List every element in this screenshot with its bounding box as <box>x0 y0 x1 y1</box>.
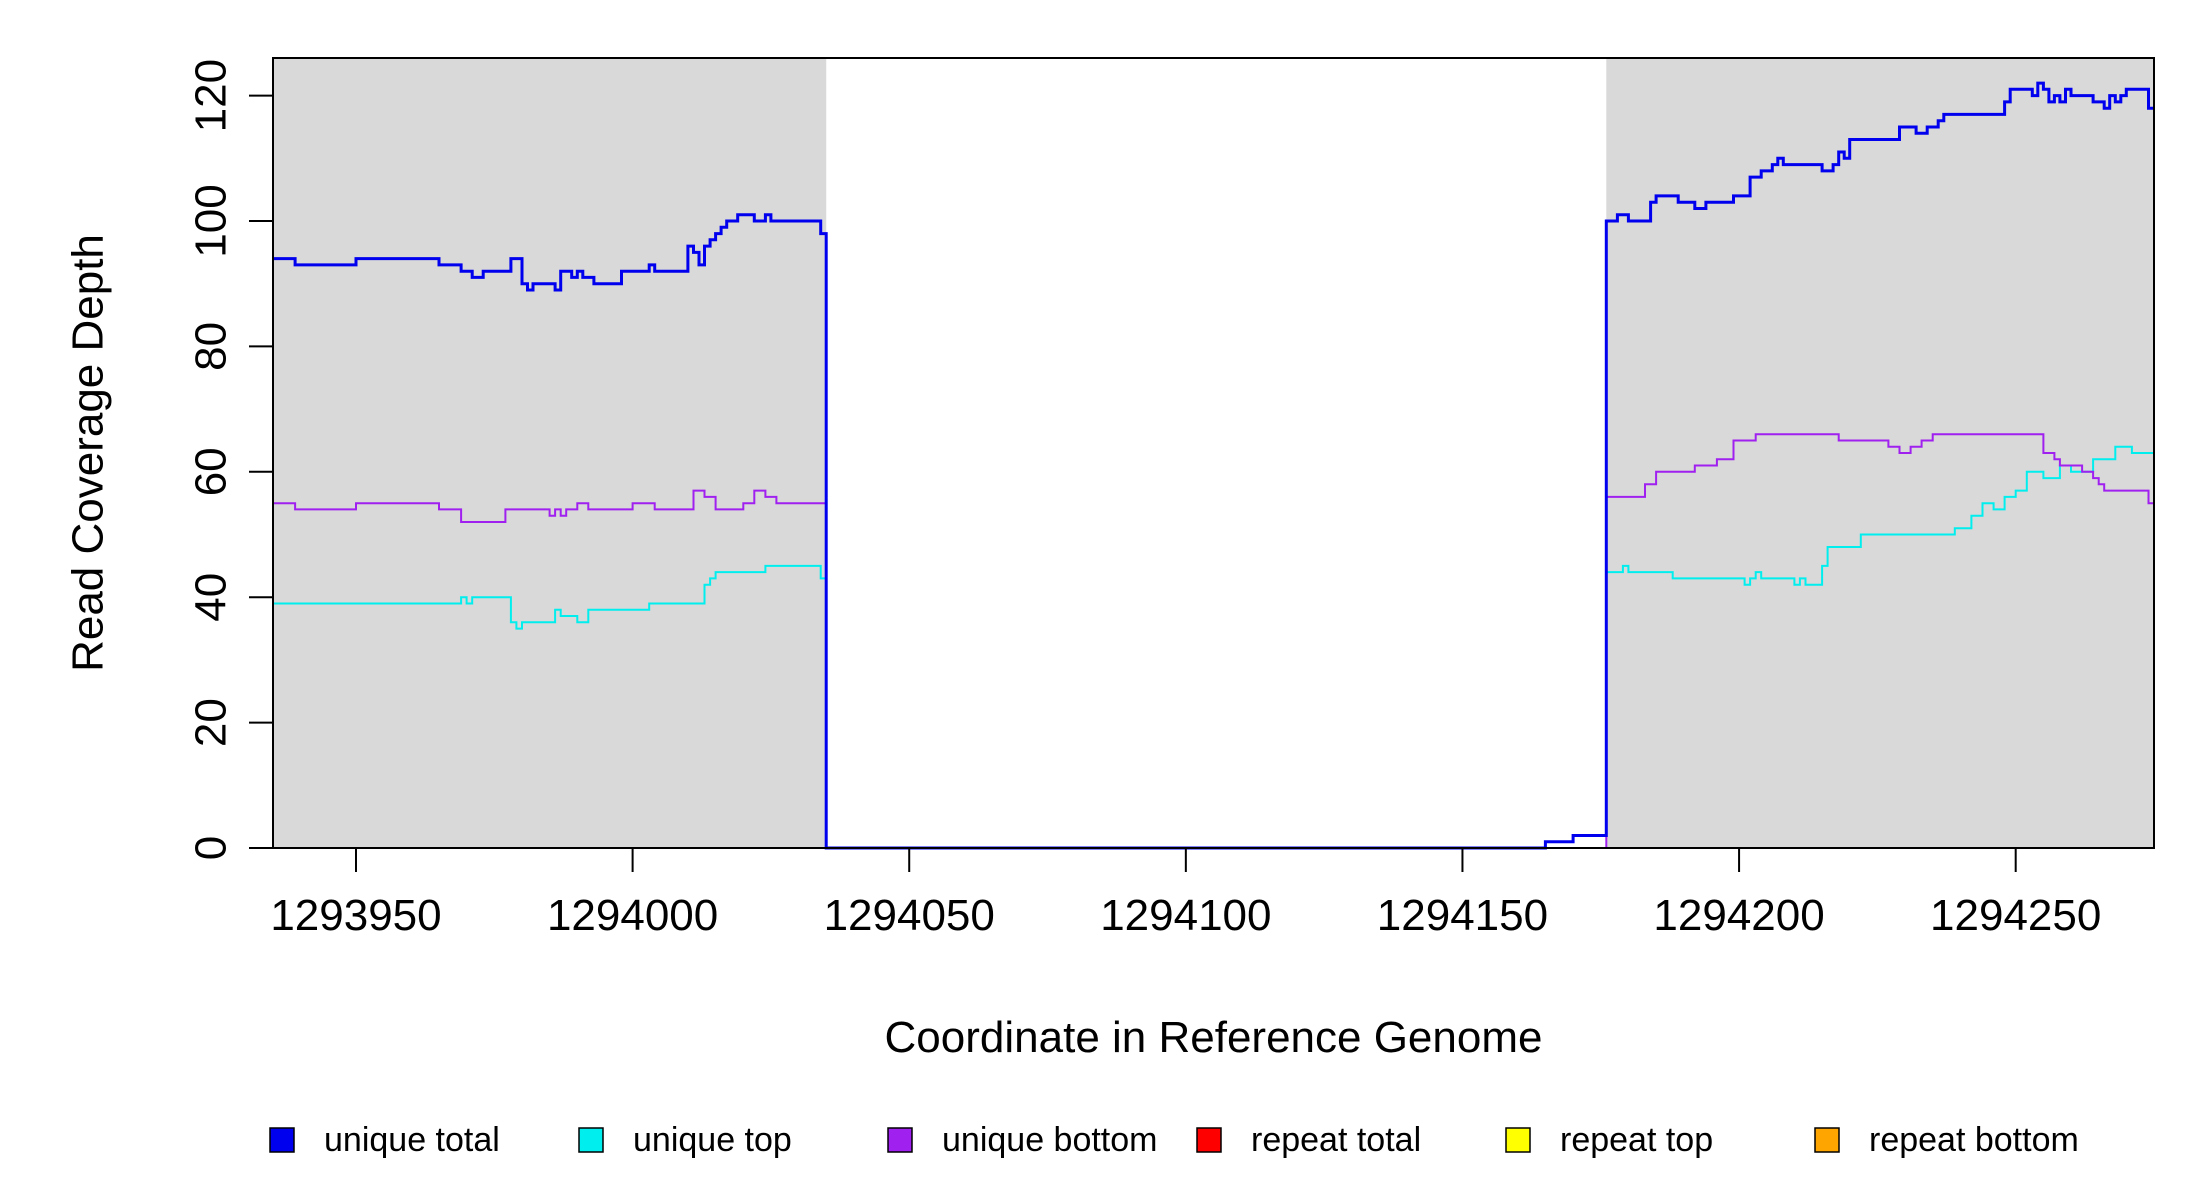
x-tick-label: 1294100 <box>1100 891 1271 940</box>
legend-item-repeat-total: repeat total <box>1196 1121 1421 1159</box>
legend-swatch <box>578 1127 604 1153</box>
y-axis-title: Read Coverage Depth <box>64 234 113 672</box>
shaded-region-2 <box>1606 58 2154 848</box>
y-tick-label: 60 <box>187 447 236 496</box>
series-unique-top <box>273 445 2154 849</box>
shaded-regions <box>273 58 2154 848</box>
y-tick-label: 0 <box>187 836 236 860</box>
legend-item-unique-top: unique top <box>578 1121 792 1159</box>
x-tick-label: 1294200 <box>1653 891 1824 940</box>
legend-item-unique-total: unique total <box>269 1121 500 1159</box>
y-tick-label: 20 <box>187 698 236 747</box>
x-axis: 1293950 1294000 1294050 1294100 1294150 12942… <box>270 847 2101 940</box>
x-tick-label: 1294050 <box>824 891 995 940</box>
legend-label: unique top <box>633 1121 792 1159</box>
legend-swatch <box>887 1127 913 1153</box>
x-tick-label: 1293950 <box>270 891 441 940</box>
legend-label: repeat total <box>1251 1121 1421 1159</box>
legend-item-unique-bottom: unique bottom <box>887 1121 1158 1159</box>
x-axis-title: Coordinate in Reference Genome <box>885 1013 1543 1062</box>
legend-item-repeat-top: repeat top <box>1505 1121 1713 1159</box>
series-unique-bottom <box>273 433 2154 849</box>
legend-label: unique total <box>324 1121 500 1159</box>
legend-swatch <box>1814 1127 1840 1153</box>
x-tick-label: 1294000 <box>547 891 718 940</box>
series-unique-total <box>273 81 2154 850</box>
x-tick-label: 1294150 <box>1377 891 1548 940</box>
legend-swatch <box>269 1127 295 1153</box>
y-tick-label: 80 <box>187 322 236 371</box>
y-tick-label: 40 <box>187 573 236 622</box>
shaded-region-1 <box>273 58 827 848</box>
legend-label: repeat bottom <box>1869 1121 2079 1159</box>
legend-swatch <box>1505 1127 1531 1153</box>
legend: unique total unique top unique bottom repea… <box>269 1121 2079 1159</box>
legend-label: repeat top <box>1560 1121 1713 1159</box>
legend-swatch <box>1196 1127 1222 1153</box>
legend-label: unique bottom <box>942 1121 1158 1159</box>
y-axis: 0 20 40 60 80 100 120 <box>187 59 274 860</box>
y-tick-label: 120 <box>187 59 236 132</box>
y-tick-label: 100 <box>187 184 236 257</box>
x-tick-label: 1294250 <box>1930 891 2101 940</box>
legend-item-repeat-bottom: repeat bottom <box>1814 1121 2079 1159</box>
